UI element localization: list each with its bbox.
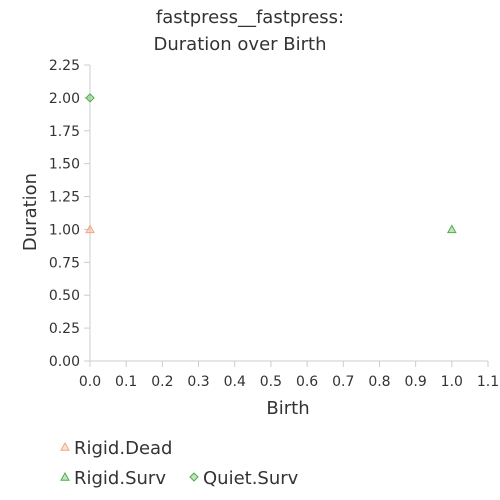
legend-item-rigid-dead: Rigid.Dead	[61, 438, 172, 459]
x-tick-label: 0.3	[187, 374, 209, 390]
legend-label: Quiet.Surv	[203, 468, 299, 489]
legend-item-rigid-surv: Rigid.Surv	[61, 468, 166, 489]
x-axis-label: Birth	[266, 398, 309, 419]
y-axis-label: Duration	[20, 173, 41, 251]
legend: Rigid.Dead Rigid.Surv Quiet.Surv	[61, 438, 299, 489]
legend-marker	[61, 443, 69, 450]
legend-marker	[190, 473, 198, 481]
y-tick-label: 2.25	[49, 58, 80, 74]
y-tick-label: 1.75	[49, 124, 80, 140]
y-tick-label: 0.25	[49, 321, 80, 337]
y-tick-label: 0.75	[49, 255, 80, 271]
x-tick-label: 0.1	[115, 374, 137, 390]
x-tick-label: 0.5	[260, 374, 282, 390]
x-tick-label: 0.4	[224, 374, 246, 390]
y-axis-ticks: 0.00 0.25 0.50 0.75 1.00 1.25 1.50 1.75 2.00 2.25	[49, 58, 90, 370]
x-tick-label: 0.7	[332, 374, 354, 390]
x-tick-label: 0.9	[405, 374, 427, 390]
data-point	[448, 225, 456, 232]
chart-title-line-2: Duration over Birth	[154, 34, 327, 55]
x-tick-label: 0.6	[296, 374, 318, 390]
y-tick-label: 2.00	[49, 91, 80, 107]
y-tick-label: 1.50	[49, 157, 80, 173]
legend-marker	[61, 473, 69, 480]
y-tick-label: 1.25	[49, 190, 80, 206]
x-tick-label: 0.2	[151, 374, 173, 390]
y-tick-label: 1.00	[49, 222, 80, 238]
x-tick-label: 1.1	[477, 374, 499, 390]
chart-title-line-1: fastpress__fastpress:	[156, 7, 344, 28]
y-tick-label: 0.00	[49, 354, 80, 370]
data-point	[86, 94, 94, 102]
chart-title: fastpress__fastpress: Duration over Birt…	[154, 7, 345, 55]
legend-item-quiet-surv: Quiet.Surv	[190, 468, 299, 489]
x-tick-label: 0.0	[79, 374, 101, 390]
x-tick-label: 0.8	[368, 374, 390, 390]
legend-label: Rigid.Surv	[74, 468, 166, 489]
y-tick-label: 0.50	[49, 288, 80, 304]
legend-label: Rigid.Dead	[74, 438, 172, 459]
plot-area	[86, 94, 456, 233]
x-tick-label: 1.0	[441, 374, 463, 390]
x-axis-ticks: 0.0 0.1 0.2 0.3 0.4 0.5 0.6 0.7 0.8 0.9 1.0 1.1	[79, 361, 499, 390]
